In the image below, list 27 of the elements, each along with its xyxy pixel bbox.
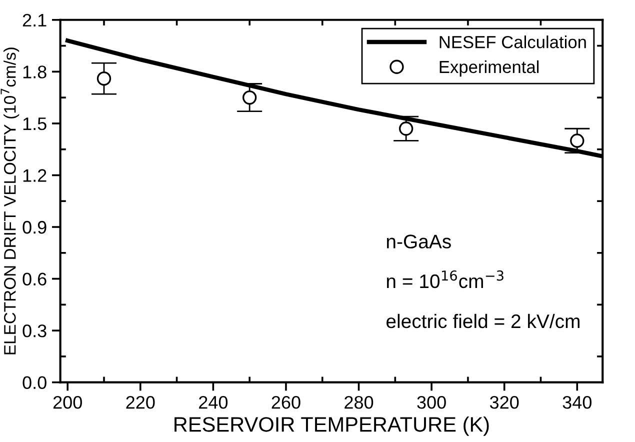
y-tick-label: 2.1	[22, 14, 46, 26]
x-tick-label: 260	[272, 396, 300, 409]
x-tick-label: 220	[126, 396, 155, 409]
x-axis-title: RESERVOIR TEMPERATURE (K)	[174, 416, 489, 436]
legend-label: Experimental	[440, 60, 539, 77]
y-tick-label: 0.9	[22, 220, 46, 234]
y-tick-label: 0.3	[22, 324, 46, 338]
annotation: n-GaAs	[386, 234, 451, 248]
x-tick-label: 320	[490, 396, 519, 409]
point	[398, 122, 414, 136]
x-tick-label: 300	[417, 396, 446, 409]
point	[96, 71, 112, 86]
x-tick-label: 280	[344, 396, 374, 409]
y-axis-title: ELECTRON DRIFT VELOCITY (10$^{7}$cm/s)	[0, 48, 20, 354]
y-tick-label: 1.2	[23, 169, 46, 182]
annotation: electric field = 2 kV/cm	[386, 314, 580, 328]
legend-label: NESEF Calculation	[440, 36, 586, 48]
point	[570, 134, 584, 148]
x-tick-label: 240	[199, 396, 228, 409]
point	[242, 90, 257, 105]
y-tick-label: 0.6	[22, 272, 46, 286]
y-tick-label: 1.5	[23, 118, 46, 130]
x-tick-label: 200	[53, 396, 82, 409]
x-tick-label: 340	[562, 396, 592, 409]
annotation: n = 10$^{16}$cm$^{−3}$	[386, 270, 504, 288]
y-tick-label: 0.0	[22, 376, 46, 390]
y-tick-label: 1.8	[23, 66, 46, 78]
